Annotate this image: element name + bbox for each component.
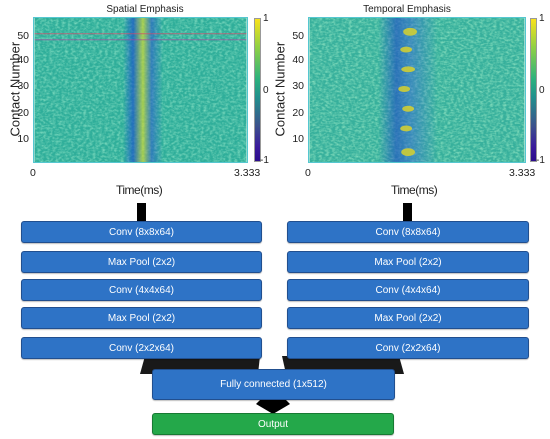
colorbar-tick: -1 — [536, 155, 545, 166]
x-tick: 3.333 — [509, 167, 536, 179]
y-tick: 20 — [292, 107, 304, 119]
y-tick: 10 — [292, 133, 304, 145]
panel-title: Spatial Emphasis — [106, 4, 184, 15]
temporal-heatmap — [308, 17, 526, 163]
maxpool-block: Max Pool (2x2) — [287, 251, 529, 273]
x-tick: 0 — [30, 167, 36, 179]
fully-connected-block: Fully connected (1x512) — [152, 369, 395, 400]
conv-8x8-block: Conv (8x8x64) — [287, 221, 529, 243]
spatial-heatmap — [33, 17, 248, 163]
y-tick: 40 — [17, 54, 29, 66]
panel-title: Temporal Emphasis — [363, 4, 451, 15]
y-tick: 20 — [17, 107, 29, 119]
colorbar — [254, 18, 261, 162]
maxpool-block: Max Pool (2x2) — [21, 251, 262, 273]
maxpool-block: Max Pool (2x2) — [21, 307, 262, 329]
y-tick: 10 — [17, 133, 29, 145]
conv-2x2-block: Conv (2x2x64) — [287, 337, 529, 359]
x-tick: 3.333 — [234, 167, 261, 179]
y-tick: 40 — [292, 54, 304, 66]
colorbar — [530, 18, 537, 162]
conv-4x4-block: Conv (4x4x64) — [287, 279, 529, 301]
x-tick: 0 — [305, 167, 311, 179]
colorbar-tick: 0 — [263, 85, 269, 96]
y-tick: 50 — [17, 30, 29, 42]
maxpool-block: Max Pool (2x2) — [287, 307, 529, 329]
x-axis-label: Time(ms) — [116, 183, 163, 197]
conv-4x4-block: Conv (4x4x64) — [21, 279, 262, 301]
x-axis-label: Time(ms) — [391, 183, 438, 197]
connector-right-input — [403, 203, 412, 221]
output-block: Output — [152, 413, 394, 435]
colorbar-tick: 1 — [263, 13, 269, 24]
y-tick: 30 — [292, 80, 304, 92]
conv-8x8-block: Conv (8x8x64) — [21, 221, 262, 243]
connector-left-input — [137, 203, 146, 221]
conv-2x2-block: Conv (2x2x64) — [21, 337, 262, 359]
y-tick: 30 — [17, 80, 29, 92]
colorbar-tick: 1 — [539, 13, 545, 24]
colorbar-tick: -1 — [260, 155, 269, 166]
y-tick: 50 — [292, 30, 304, 42]
colorbar-tick: 0 — [539, 85, 545, 96]
